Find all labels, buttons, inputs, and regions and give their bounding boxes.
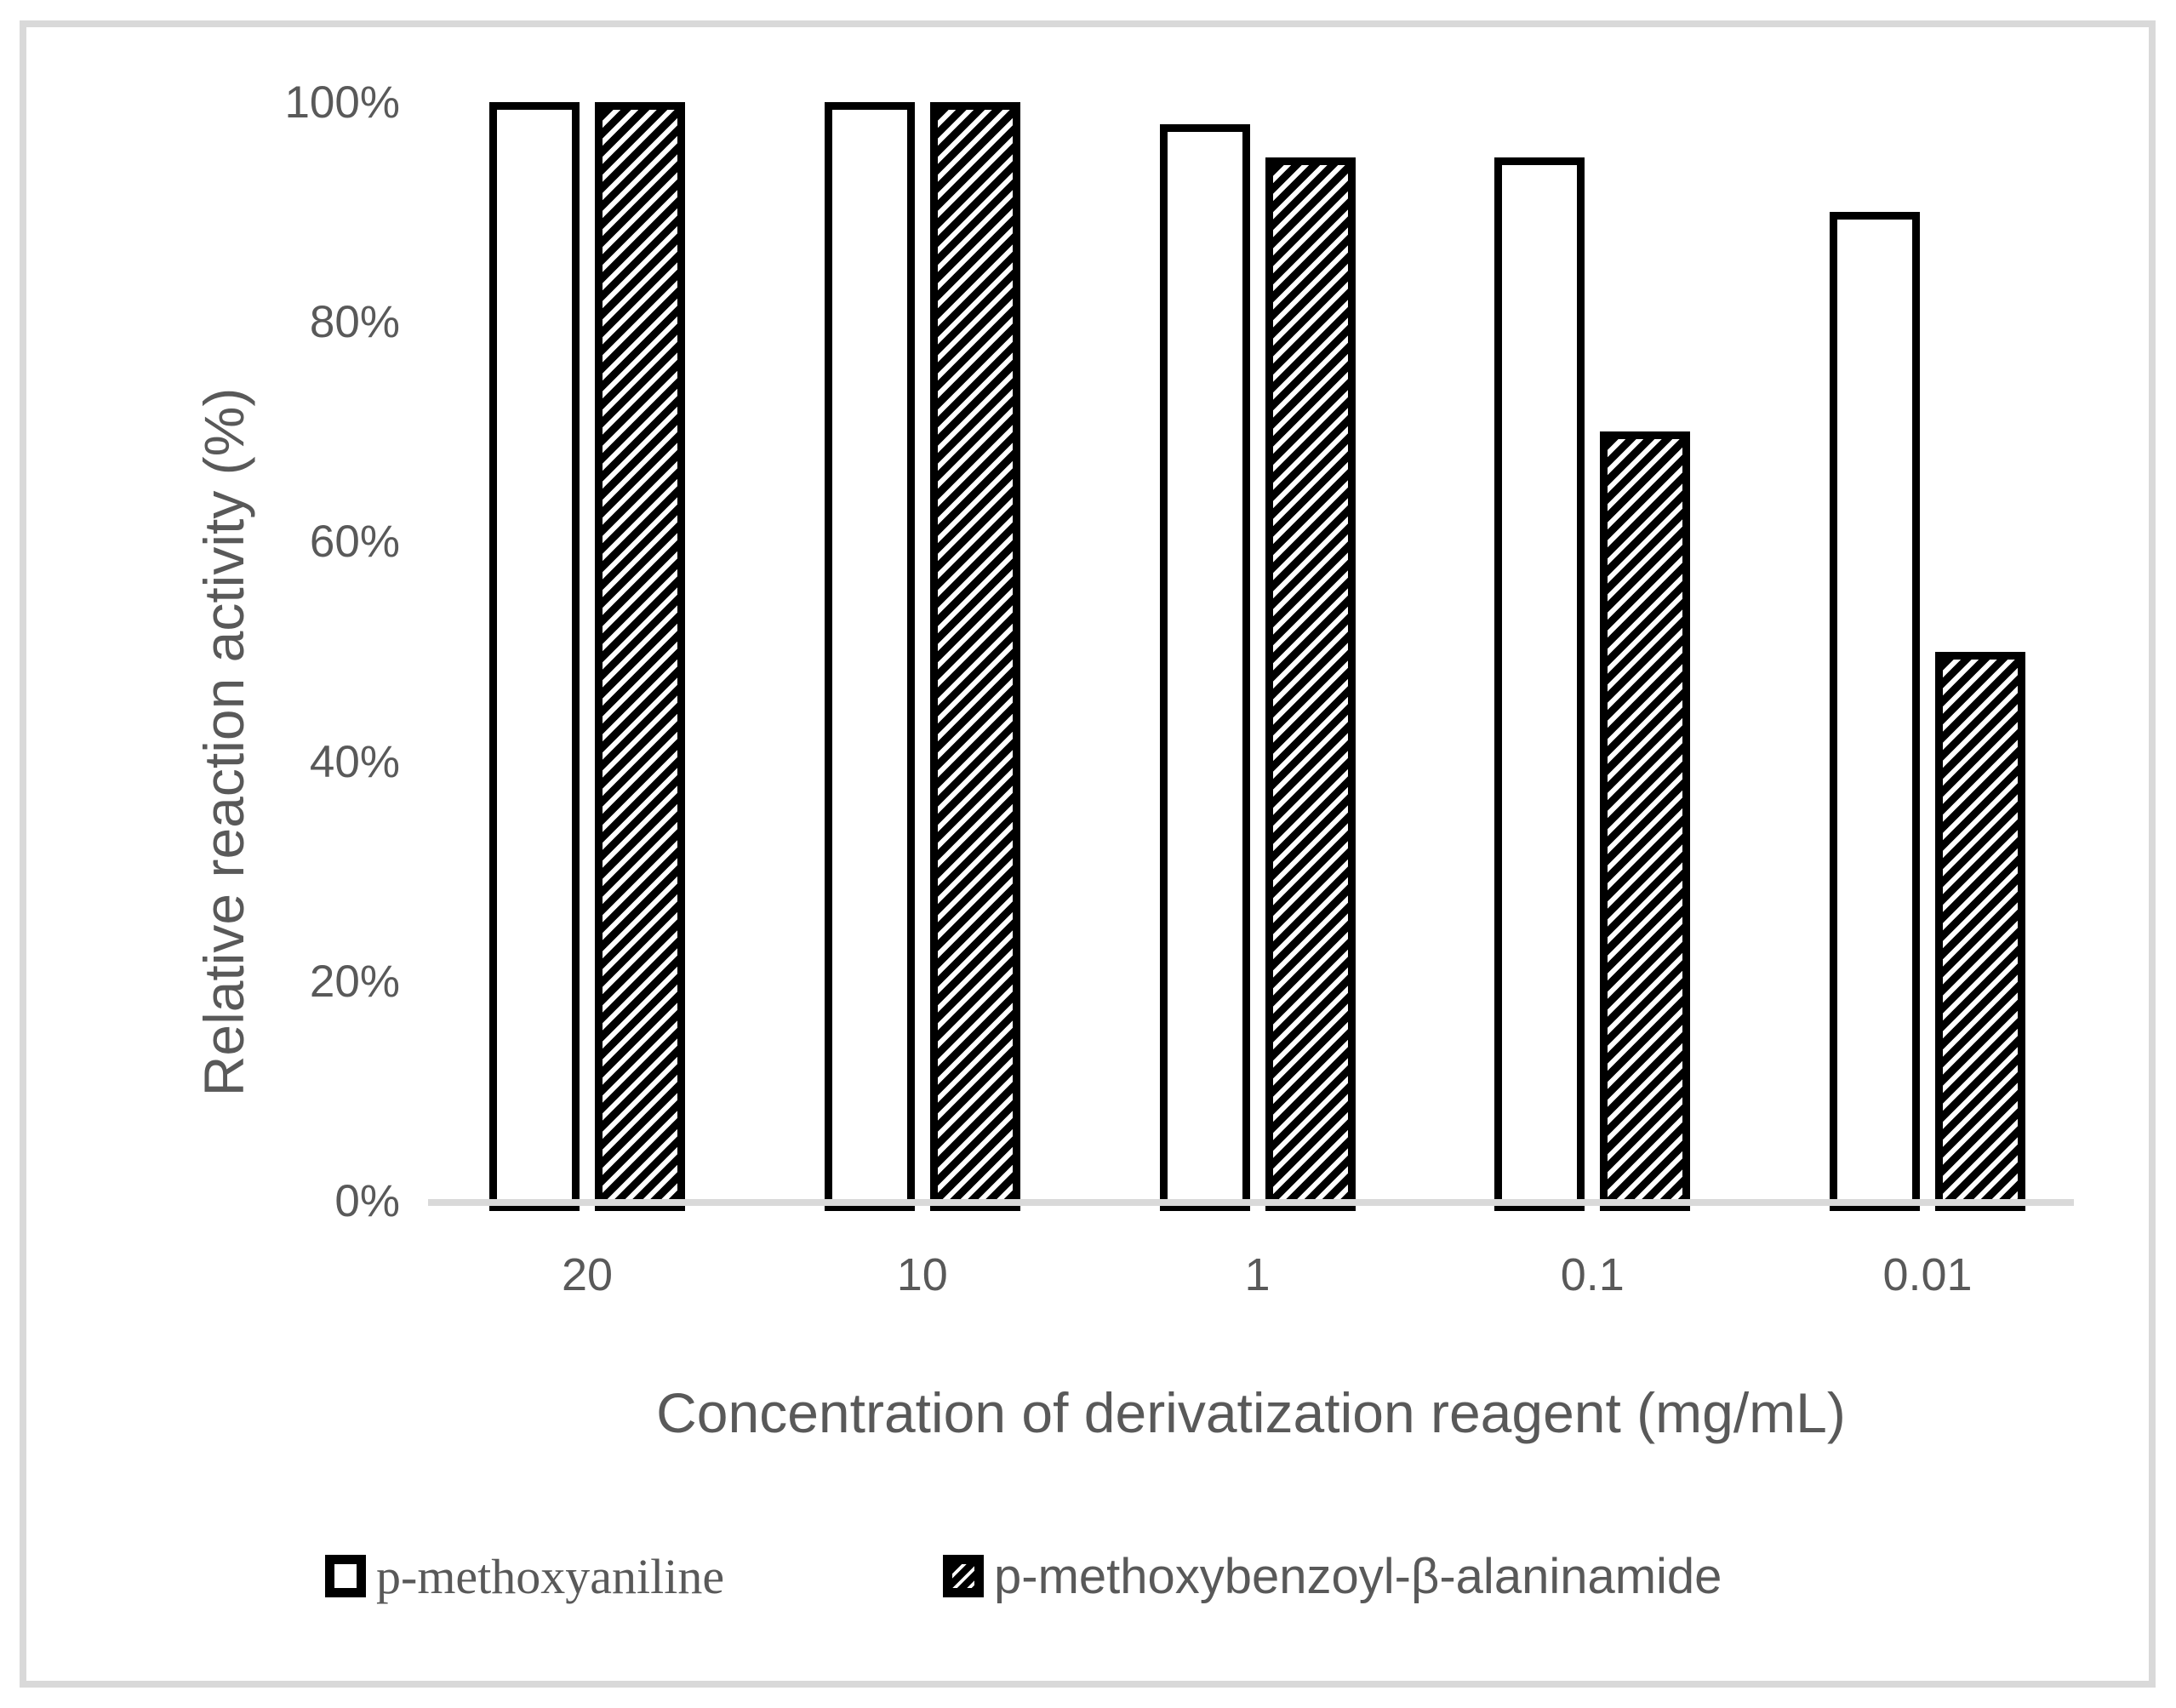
x-tick-label-10: 10 <box>896 1249 948 1300</box>
legend-label-1: p-methoxyaniline <box>376 1548 725 1604</box>
legend-swatch-white <box>325 1555 366 1597</box>
x-tick-label-1: 1 <box>1244 1249 1271 1300</box>
x-axis-title: Concentration of derivatization reagent … <box>656 1381 1846 1444</box>
legend-label-2: p-methoxybenzoyl-β-alaninamide <box>994 1548 1722 1604</box>
bar-p-methoxybenzoyl-β-alaninamide-20 <box>595 102 685 1211</box>
x-tick-label-0.01: 0.01 <box>1882 1249 1973 1300</box>
bar-p-methoxybenzoyl-β-alaninamide-10 <box>929 102 1020 1211</box>
legend-swatch-hatched <box>943 1555 984 1597</box>
y-tick-label-20: 20% <box>309 956 400 1007</box>
y-tick-label-40: 40% <box>309 736 400 787</box>
y-tick-label-60: 60% <box>309 517 400 568</box>
x-tick-label-0.1: 0.1 <box>1560 1249 1625 1300</box>
legend-item-1: p-methoxyaniline <box>325 1548 725 1604</box>
y-tick-label-80: 80% <box>309 297 400 348</box>
x-axis-baseline <box>428 1199 2074 1206</box>
y-tick-label-100: 100% <box>284 77 400 128</box>
bar-p-methoxyaniline-0.01 <box>1830 212 1920 1211</box>
bar-p-methoxybenzoyl-β-alaninamide-1 <box>1265 157 1356 1211</box>
x-tick-label-20: 20 <box>561 1249 614 1300</box>
bar-p-methoxyaniline-10 <box>824 102 915 1211</box>
bar-p-methoxybenzoyl-β-alaninamide-0.01 <box>1935 651 2025 1211</box>
y-tick-label-0: 0% <box>334 1176 400 1226</box>
bar-p-methoxyaniline-0.1 <box>1494 157 1585 1211</box>
bar-p-methoxybenzoyl-β-alaninamide-0.1 <box>1600 431 1691 1211</box>
bar-p-methoxyaniline-20 <box>489 102 580 1211</box>
legend-item-2: p-methoxybenzoyl-β-alaninamide <box>943 1548 1722 1604</box>
bar-p-methoxyaniline-1 <box>1159 123 1250 1211</box>
